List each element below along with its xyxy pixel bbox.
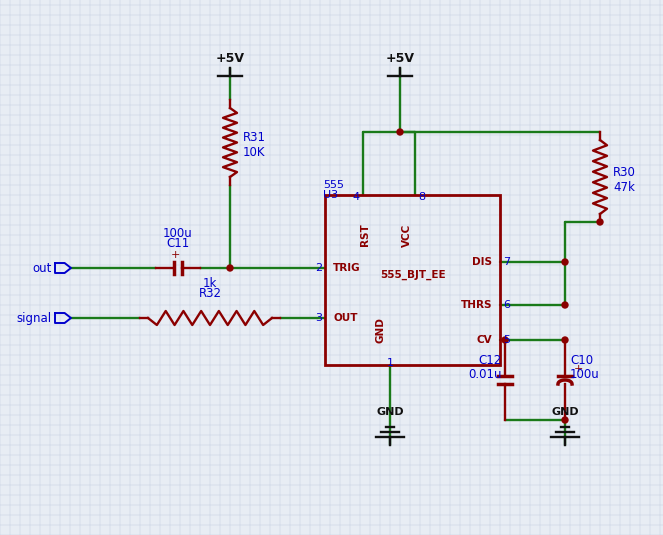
Circle shape xyxy=(562,302,568,308)
Text: 0.01u: 0.01u xyxy=(469,369,502,381)
Text: GND: GND xyxy=(375,317,385,343)
Text: C12: C12 xyxy=(479,354,502,366)
Text: +: + xyxy=(170,250,180,260)
Text: U3: U3 xyxy=(323,190,338,200)
Text: out: out xyxy=(32,262,52,274)
Circle shape xyxy=(597,219,603,225)
Text: signal: signal xyxy=(17,311,52,325)
Bar xyxy=(325,195,500,365)
Text: VCC: VCC xyxy=(402,224,412,247)
Text: 555: 555 xyxy=(323,180,344,190)
Text: 1k: 1k xyxy=(203,277,217,290)
Text: GND: GND xyxy=(551,407,579,417)
Text: 3: 3 xyxy=(315,313,322,323)
Text: GND: GND xyxy=(376,407,404,417)
Text: +: + xyxy=(574,364,583,374)
Text: C10: C10 xyxy=(570,354,593,366)
Text: 47k: 47k xyxy=(613,180,635,194)
Text: THRS: THRS xyxy=(461,300,492,310)
Circle shape xyxy=(562,337,568,343)
Text: 8: 8 xyxy=(418,192,425,202)
Text: 100u: 100u xyxy=(570,369,600,381)
Text: R31: R31 xyxy=(243,131,266,144)
Text: R32: R32 xyxy=(198,287,221,300)
Text: 2: 2 xyxy=(315,263,322,273)
Text: +5V: +5V xyxy=(215,52,245,65)
Text: OUT: OUT xyxy=(333,313,357,323)
Circle shape xyxy=(397,129,403,135)
Text: CV: CV xyxy=(477,335,492,345)
Text: 100u: 100u xyxy=(163,227,193,240)
Text: RST: RST xyxy=(360,224,370,247)
Text: DIS: DIS xyxy=(472,257,492,267)
Text: C11: C11 xyxy=(166,237,190,250)
Circle shape xyxy=(562,417,568,423)
Circle shape xyxy=(562,259,568,265)
Text: 10K: 10K xyxy=(243,146,265,159)
Text: R30: R30 xyxy=(613,165,636,179)
Text: 555_BJT_EE: 555_BJT_EE xyxy=(380,270,446,280)
Circle shape xyxy=(227,265,233,271)
Text: +5V: +5V xyxy=(385,52,414,65)
Text: 4: 4 xyxy=(353,192,360,202)
Text: TRIG: TRIG xyxy=(333,263,361,273)
Circle shape xyxy=(502,337,508,343)
Text: 1: 1 xyxy=(387,358,394,368)
Text: 6: 6 xyxy=(503,300,510,310)
Text: 5: 5 xyxy=(503,335,510,345)
Text: 7: 7 xyxy=(503,257,510,267)
